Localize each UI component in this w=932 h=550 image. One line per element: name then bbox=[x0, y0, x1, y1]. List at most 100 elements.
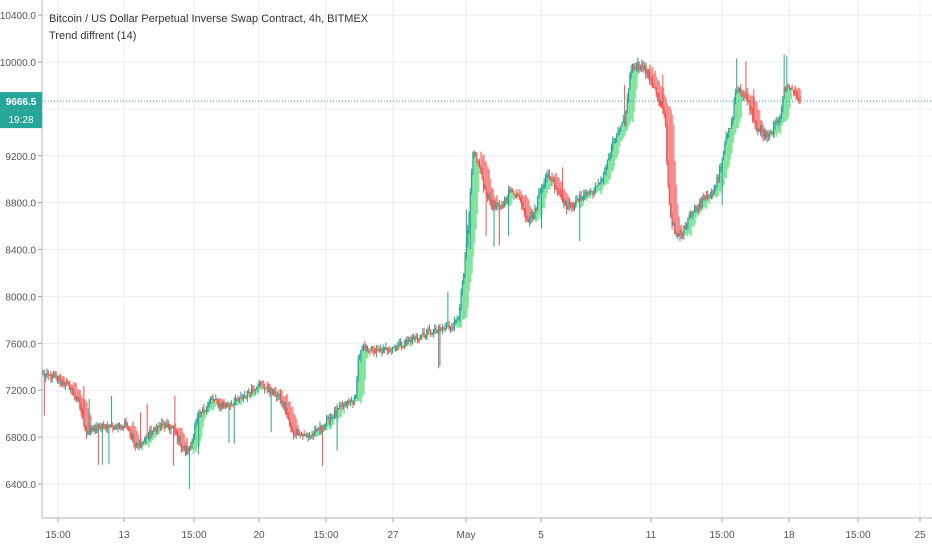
candle-body bbox=[663, 109, 665, 115]
candle-body bbox=[66, 382, 68, 384]
candle-body bbox=[83, 415, 85, 426]
candle-body bbox=[564, 201, 566, 205]
y-tick-label: 7200.0 bbox=[5, 386, 36, 397]
candle-body bbox=[72, 390, 74, 396]
trend-band-segment bbox=[241, 399, 244, 402]
trend-band-segment bbox=[732, 117, 734, 143]
candle-body bbox=[755, 124, 757, 131]
trend-band-segment bbox=[182, 432, 185, 449]
candle-body bbox=[352, 400, 354, 404]
candle-body bbox=[307, 435, 309, 438]
trend-band-segment bbox=[675, 184, 678, 236]
candle-body bbox=[469, 192, 471, 214]
candle-body bbox=[360, 350, 362, 358]
candle-body bbox=[362, 345, 364, 348]
candle-body bbox=[763, 132, 765, 137]
candle-body bbox=[194, 427, 196, 437]
candle-body bbox=[55, 375, 57, 377]
trend-band-segment bbox=[608, 157, 611, 180]
trend-band-segment bbox=[600, 179, 603, 195]
candle-body bbox=[434, 327, 436, 330]
trend-band-segment bbox=[489, 178, 492, 203]
candle-body bbox=[799, 100, 801, 102]
candle-body bbox=[257, 386, 259, 388]
trend-band-segment bbox=[724, 142, 727, 178]
candle-body bbox=[225, 404, 227, 408]
candle-body bbox=[691, 213, 693, 216]
candle-body bbox=[419, 335, 421, 339]
candle-body bbox=[76, 399, 78, 401]
candle-body bbox=[105, 424, 107, 429]
candle-body bbox=[541, 189, 543, 191]
candle-body bbox=[199, 411, 201, 416]
candle-body bbox=[634, 67, 636, 69]
candle-body bbox=[430, 329, 432, 334]
candle-body bbox=[178, 437, 180, 442]
candle-body bbox=[680, 233, 682, 235]
candle-body bbox=[624, 119, 626, 123]
candle-body bbox=[158, 426, 160, 428]
trend-band-segment bbox=[751, 95, 754, 120]
candle-body bbox=[68, 383, 70, 390]
candle-body bbox=[646, 70, 648, 74]
candle-body bbox=[138, 443, 140, 446]
x-tick-label: 15:00 bbox=[709, 530, 734, 541]
candle-body bbox=[57, 376, 59, 381]
x-tick-label: 5 bbox=[538, 530, 544, 541]
trend-band-segment bbox=[213, 399, 216, 408]
candle-body bbox=[509, 189, 511, 192]
trend-band-segment bbox=[366, 350, 369, 358]
chart-legend: Bitcoin / US Dollar Perpetual Inverse Sw… bbox=[49, 11, 368, 45]
trend-band-segment bbox=[509, 191, 512, 207]
trend-band-segment bbox=[581, 198, 584, 207]
candle-body bbox=[787, 85, 789, 88]
trend-band-segment bbox=[163, 427, 166, 432]
candle-body bbox=[151, 430, 153, 434]
candle-body bbox=[393, 346, 395, 349]
trend-band-segment bbox=[618, 130, 621, 147]
candle-body bbox=[579, 195, 581, 201]
candle-body bbox=[63, 384, 65, 386]
trend-band-segment bbox=[463, 273, 465, 320]
candle-body bbox=[724, 142, 726, 154]
y-tick-label: 8400.0 bbox=[5, 246, 36, 257]
trend-band-segment bbox=[729, 128, 732, 160]
trend-band-segment bbox=[63, 376, 66, 386]
trend-band-segment bbox=[775, 121, 778, 137]
trend-band-segment bbox=[447, 325, 450, 329]
trend-band-segment bbox=[757, 109, 760, 130]
trend-band-segment bbox=[288, 401, 291, 426]
candle-body bbox=[618, 130, 620, 132]
candle-body bbox=[472, 151, 474, 174]
trend-band-segment bbox=[265, 386, 268, 389]
candle-body bbox=[407, 340, 409, 342]
x-tick-label: 15:00 bbox=[181, 530, 206, 541]
candle-body bbox=[423, 332, 425, 335]
trend-band-segment bbox=[361, 347, 364, 398]
trend-band-segment bbox=[519, 190, 522, 200]
trend-band-segment bbox=[477, 162, 480, 193]
x-tick-label: 15:00 bbox=[313, 530, 338, 541]
candle-body bbox=[319, 425, 321, 431]
trend-band-segment bbox=[621, 122, 624, 141]
candle-body bbox=[774, 122, 776, 126]
candle-body bbox=[625, 111, 627, 123]
trend-band-segment bbox=[410, 342, 413, 347]
candle-body bbox=[522, 206, 524, 209]
candle-body bbox=[709, 195, 711, 198]
candle-body bbox=[59, 378, 61, 384]
trend-band-segment bbox=[601, 178, 604, 190]
candle-body bbox=[108, 424, 110, 429]
candle-body bbox=[777, 121, 779, 123]
candle-body bbox=[209, 399, 211, 402]
candle-body bbox=[389, 350, 391, 352]
y-tick-label: 8800.0 bbox=[5, 199, 36, 210]
candle-body bbox=[526, 217, 528, 222]
candle-body bbox=[380, 349, 382, 351]
candle-body bbox=[116, 427, 118, 429]
candle-body bbox=[535, 207, 537, 209]
trend-band-segment bbox=[585, 192, 588, 201]
candle-body bbox=[647, 70, 649, 77]
candle-body bbox=[96, 424, 98, 429]
